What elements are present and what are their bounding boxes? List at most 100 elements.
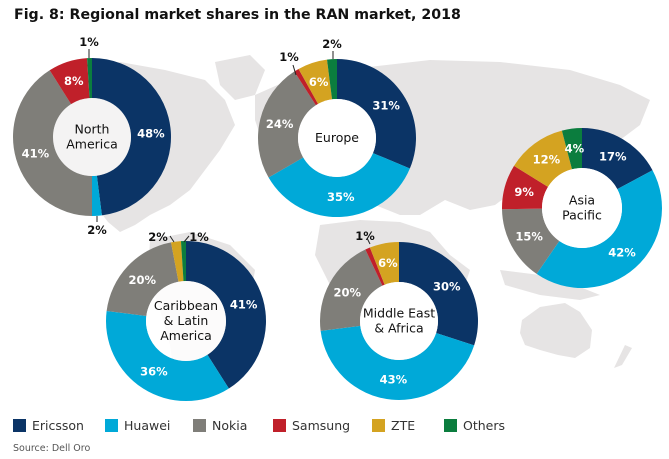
- region-label-asia-pacific: Pacific: [562, 208, 602, 223]
- region-label-north-america: North: [75, 122, 110, 137]
- legend-swatch-nokia: [193, 419, 206, 432]
- label-europe-zte: 6%: [309, 75, 329, 89]
- donut-hole-europe: [298, 99, 376, 177]
- slice-north-america-ericsson: [92, 58, 171, 216]
- legend: Ericsson Huawei Nokia Samsung ZTE Others: [0, 418, 669, 438]
- legend-label-others: Others: [463, 418, 506, 433]
- slice-caribbean-latin-america-nokia: [106, 242, 179, 316]
- legend-label-samsung: Samsung: [292, 418, 351, 433]
- legend-swatch-others: [444, 419, 457, 432]
- label-caribbean-latin-america-nokia: 20%: [128, 273, 156, 287]
- chart-title: Fig. 8: Regional market shares in the RA…: [14, 7, 461, 23]
- slice-north-america-nokia: [13, 70, 92, 216]
- label-middle-east-africa-zte: 6%: [378, 256, 398, 270]
- slice-europe-samsung: [294, 68, 319, 106]
- region-label-asia-pacific: Asia: [569, 193, 595, 208]
- region-label-europe: Europe: [315, 130, 359, 145]
- slice-middle-east-africa-ericsson: [399, 242, 478, 346]
- legend-item-others: Others: [444, 418, 505, 433]
- leader-line-europe-samsung: [292, 64, 297, 76]
- slice-asia-pacific-others: [561, 128, 582, 170]
- label-caribbean-latin-america-huawei: 36%: [140, 365, 168, 379]
- map-greenland: [215, 55, 265, 100]
- region-label-north-america: America: [66, 137, 118, 152]
- map-new-zealand: [614, 345, 632, 368]
- slice-middle-east-africa-zte: [369, 242, 399, 285]
- map-southeast-asia: [500, 270, 600, 300]
- label-north-america-ericsson: 48%: [137, 126, 165, 140]
- slice-middle-east-africa-samsung: [365, 247, 385, 286]
- slice-caribbean-latin-america-huawei: [105, 310, 229, 402]
- region-label-middle-east-africa: Middle East: [363, 306, 435, 321]
- donut-charts: 48%2%41%8%1%NorthAmerica31%35%24%1%6%2%E…: [13, 35, 663, 402]
- legend-item-samsung: Samsung: [273, 418, 350, 433]
- legend-label-nokia: Nokia: [212, 418, 248, 433]
- region-label-caribbean-latin-america: America: [160, 328, 212, 343]
- leader-line-middle-east-africa-samsung: [366, 237, 371, 245]
- legend-item-ericsson: Ericsson: [13, 418, 84, 433]
- donut-hole-middle-east-africa: [360, 282, 438, 360]
- donut-middle-east-africa: 30% 43% 20% 1%6% Middle East& Africa: [320, 229, 478, 401]
- legend-item-huawei: Huawei: [105, 418, 170, 433]
- leader-line-caribbean-latin-america-others: [183, 235, 190, 243]
- slice-north-america-huawei: [92, 175, 102, 217]
- label-asia-pacific-others: 4%: [565, 141, 585, 155]
- label-asia-pacific-samsung: 9%: [514, 185, 534, 199]
- legend-swatch-zte: [372, 419, 385, 432]
- slice-north-america-others: [87, 58, 92, 99]
- slice-asia-pacific-samsung: [501, 165, 549, 210]
- legend-label-ericsson: Ericsson: [32, 418, 84, 433]
- slice-asia-pacific-ericsson: [582, 128, 653, 190]
- label-europe-huawei: 35%: [327, 190, 355, 204]
- label-north-america-samsung: 8%: [64, 74, 84, 88]
- label-asia-pacific-ericsson: 17%: [599, 150, 627, 164]
- slice-asia-pacific-huawei: [536, 170, 663, 289]
- slice-caribbean-latin-america-ericsson: [186, 241, 267, 389]
- legend-swatch-huawei: [105, 419, 118, 432]
- legend-label-zte: ZTE: [391, 418, 416, 433]
- legend-swatch-ericsson: [13, 419, 26, 432]
- donut-hole-asia-pacific: [542, 168, 622, 248]
- leader-line-caribbean-latin-america-zte: [169, 235, 175, 243]
- label-asia-pacific-nokia: 15%: [515, 229, 543, 243]
- donut-hole-caribbean-latin-america: [146, 281, 226, 361]
- slice-europe-zte: [298, 59, 333, 104]
- label-asia-pacific-huawei: 42%: [608, 246, 636, 260]
- label-middle-east-africa-huawei: 43%: [380, 373, 408, 387]
- label-north-america-huawei: 2%: [87, 223, 107, 237]
- label-middle-east-africa-nokia: 20%: [334, 286, 362, 300]
- label-europe-others: 2%: [322, 37, 342, 51]
- slice-europe-others: [326, 59, 337, 100]
- label-europe-samsung: 1%: [279, 50, 299, 64]
- region-label-caribbean-latin-america: Caribbean: [154, 298, 218, 313]
- slice-asia-pacific-nokia: [502, 208, 560, 274]
- slice-europe-huawei: [268, 153, 410, 217]
- map-australia: [520, 303, 592, 358]
- donut-europe: 31% 35% 24% 1% 6% 2% Europe: [258, 37, 417, 217]
- label-north-america-nokia: 41%: [22, 146, 50, 160]
- slice-europe-ericsson: [337, 59, 417, 169]
- slice-europe-nokia: [258, 71, 316, 178]
- slice-north-america-samsung: [49, 58, 90, 105]
- slice-middle-east-africa-nokia: [320, 249, 383, 331]
- legend-swatch-samsung: [273, 419, 286, 432]
- label-middle-east-africa-samsung: 1%: [355, 229, 375, 243]
- slice-asia-pacific-zte: [514, 130, 572, 187]
- source-note: Source: Dell Oro: [13, 443, 91, 454]
- legend-label-huawei: Huawei: [124, 418, 171, 433]
- label-caribbean-latin-america-zte: 2%: [148, 230, 168, 244]
- legend-item-zte: ZTE: [372, 418, 415, 433]
- label-europe-ericsson: 31%: [372, 98, 400, 112]
- legend-item-nokia: Nokia: [193, 418, 247, 433]
- label-middle-east-africa-ericsson: 30%: [433, 279, 461, 293]
- donut-hole-north-america: [53, 98, 131, 176]
- slice-middle-east-africa-huawei: [320, 325, 475, 401]
- slice-caribbean-latin-america-others: [180, 241, 186, 282]
- label-caribbean-latin-america-others: 1%: [189, 230, 209, 244]
- label-caribbean-latin-america-ericsson: 41%: [230, 297, 258, 311]
- region-label-middle-east-africa: & Africa: [374, 321, 423, 336]
